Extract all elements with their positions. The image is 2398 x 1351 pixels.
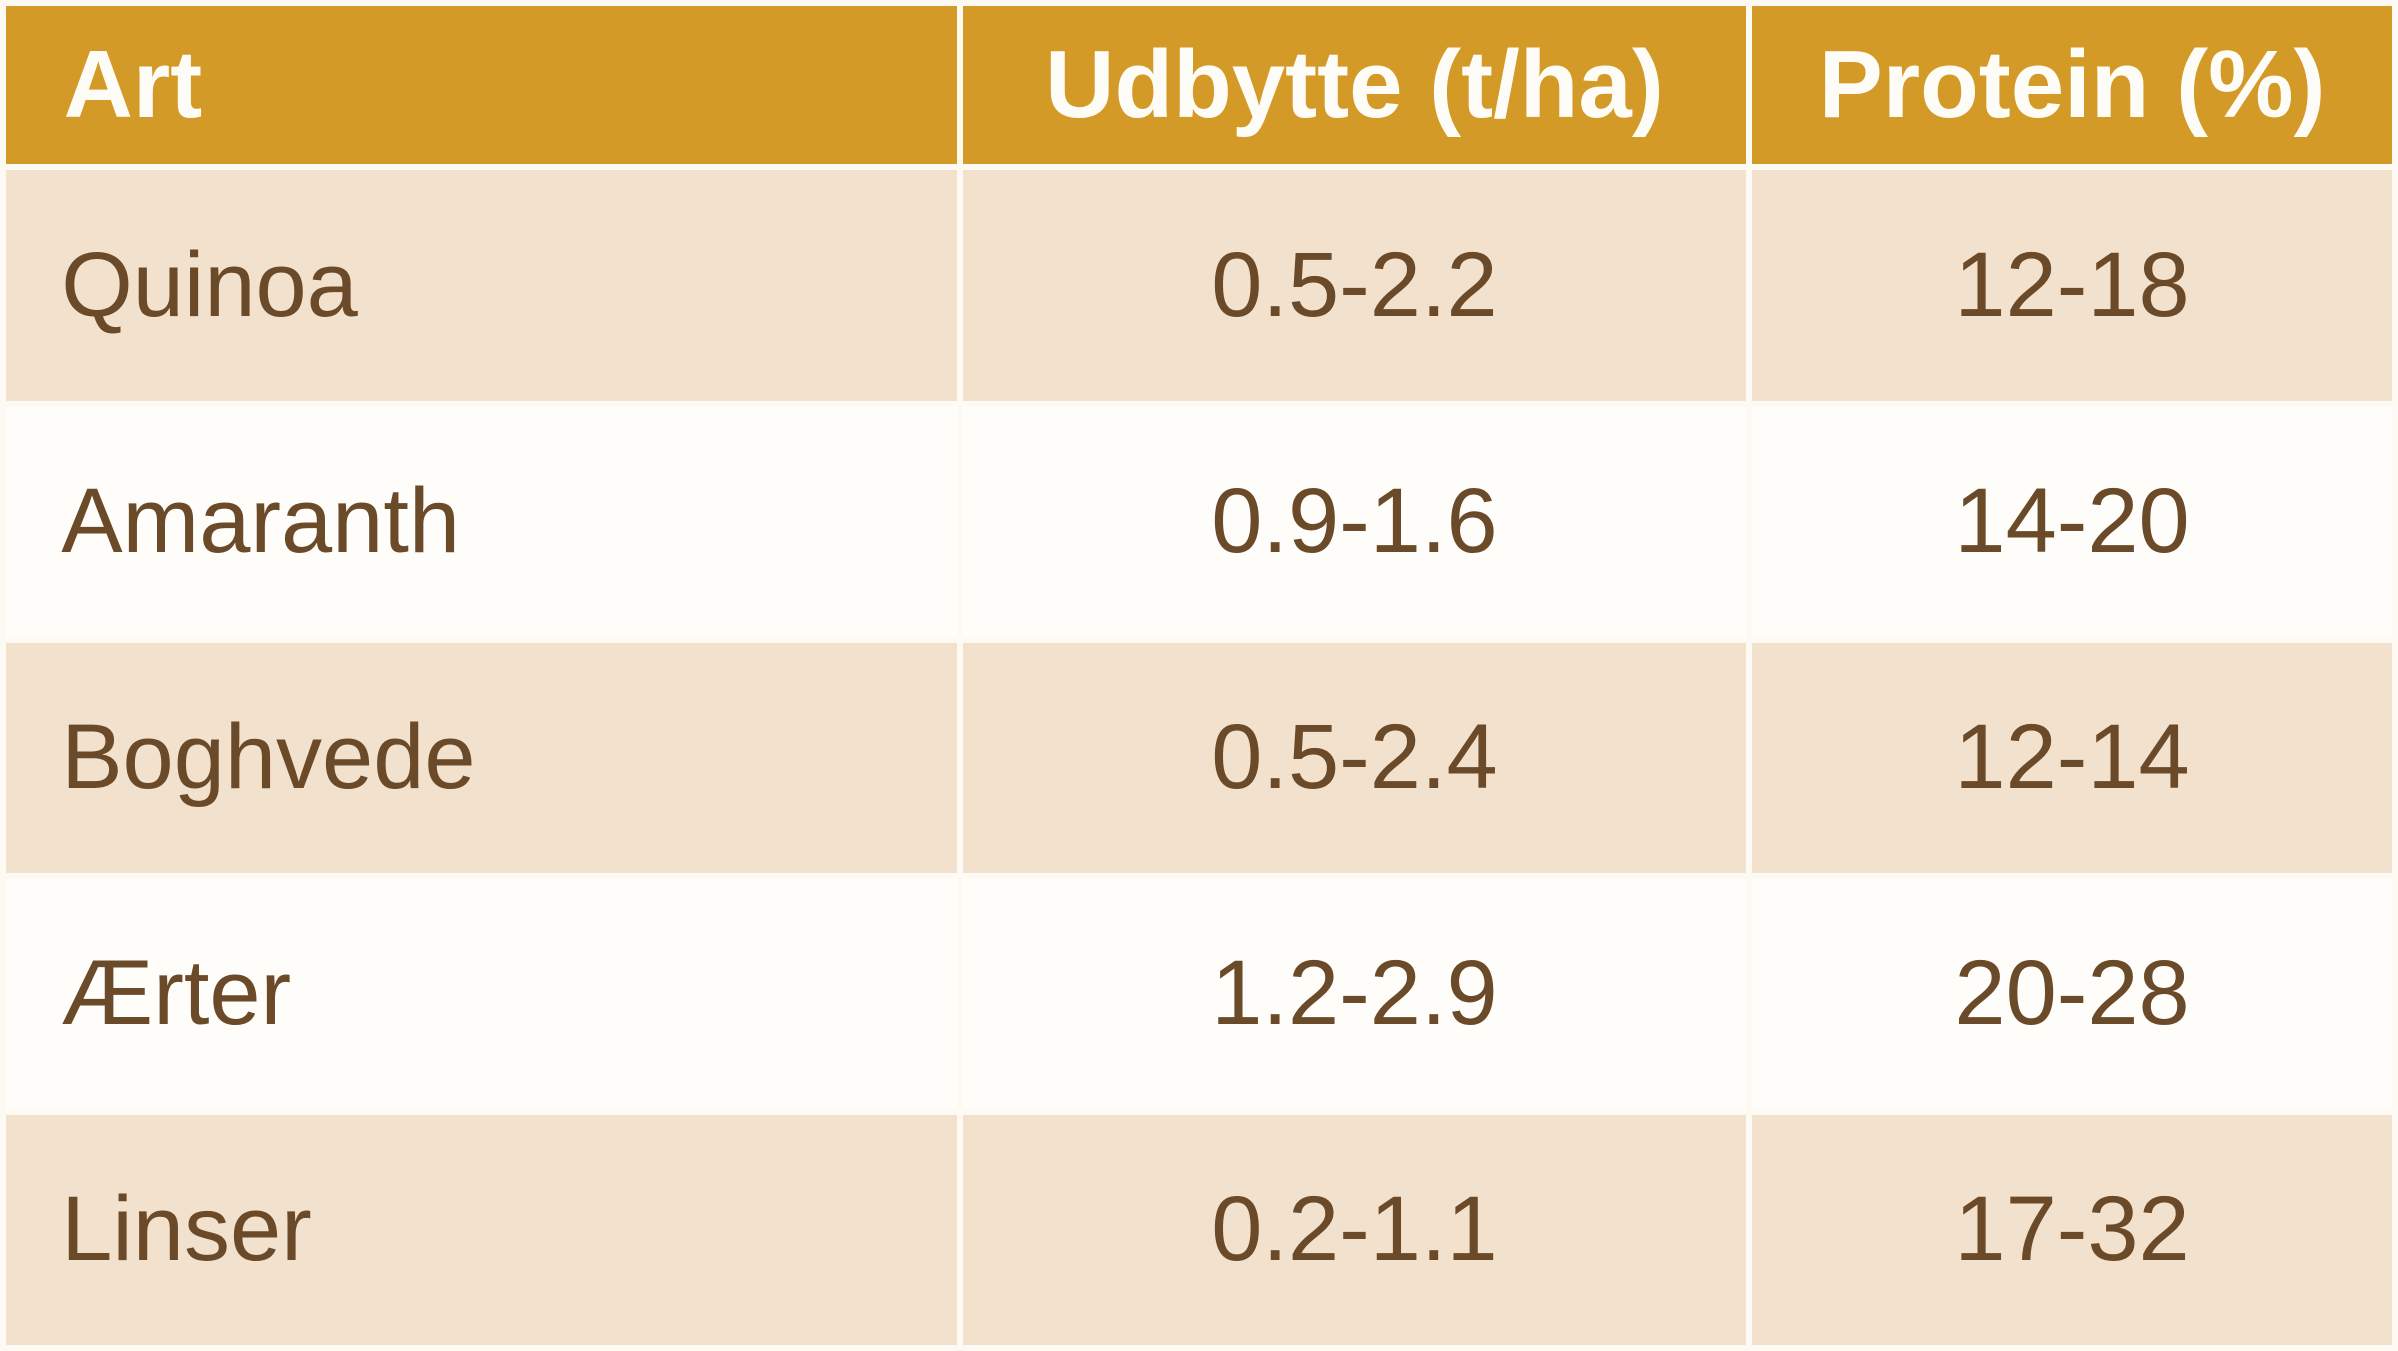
table-header-row: Art Udbytte (t/ha) Protein (%): [3, 3, 2395, 167]
table-row: Quinoa 0.5-2.2 12-18: [3, 167, 2395, 403]
cell-protein: 20-28: [1749, 876, 2395, 1112]
cell-art: Amaranth: [3, 404, 960, 640]
cell-udbytte: 0.2-1.1: [960, 1112, 1749, 1348]
table-row: Linser 0.2-1.1 17-32: [3, 1112, 2395, 1348]
table-header-art: Art: [3, 3, 960, 167]
cell-protein: 12-18: [1749, 167, 2395, 403]
cell-protein: 17-32: [1749, 1112, 2395, 1348]
cell-art: Quinoa: [3, 167, 960, 403]
cell-protein: 12-14: [1749, 640, 2395, 876]
cell-protein: 14-20: [1749, 404, 2395, 640]
crops-table: Art Udbytte (t/ha) Protein (%) Quinoa 0.…: [0, 0, 2398, 1351]
cell-art: Boghvede: [3, 640, 960, 876]
cell-udbytte: 0.9-1.6: [960, 404, 1749, 640]
cell-udbytte: 0.5-2.4: [960, 640, 1749, 876]
table-row: Ærter 1.2-2.9 20-28: [3, 876, 2395, 1112]
cell-art: Ærter: [3, 876, 960, 1112]
table-header-udbytte: Udbytte (t/ha): [960, 3, 1749, 167]
slide: Art Udbytte (t/ha) Protein (%) Quinoa 0.…: [0, 0, 2398, 1351]
cell-art: Linser: [3, 1112, 960, 1348]
cell-udbytte: 1.2-2.9: [960, 876, 1749, 1112]
table-row: Boghvede 0.5-2.4 12-14: [3, 640, 2395, 876]
table-header-protein: Protein (%): [1749, 3, 2395, 167]
cell-udbytte: 0.5-2.2: [960, 167, 1749, 403]
table-row: Amaranth 0.9-1.6 14-20: [3, 404, 2395, 640]
